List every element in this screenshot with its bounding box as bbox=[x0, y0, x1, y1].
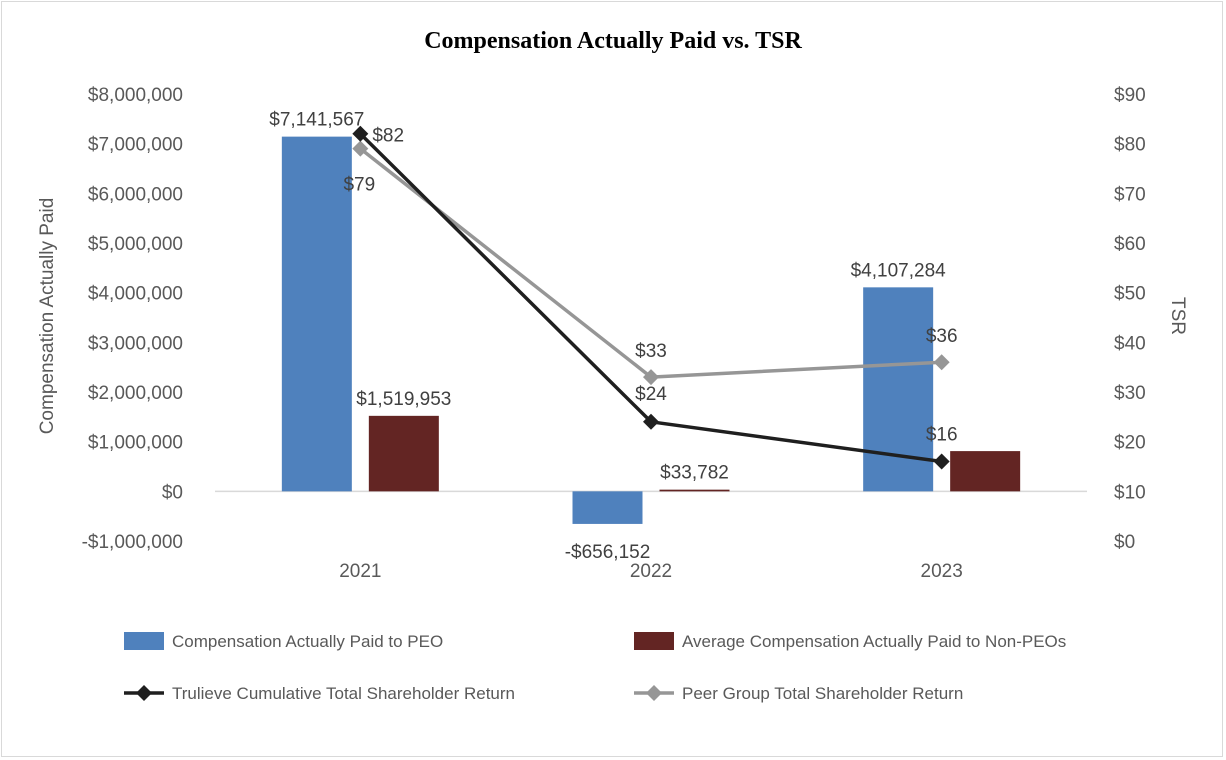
peer-marker-2023 bbox=[933, 354, 950, 371]
legend-swatch bbox=[124, 632, 164, 650]
legend-item-peer-tsr: Peer Group Total Shareholder Return bbox=[634, 684, 963, 703]
lines-group bbox=[352, 125, 950, 470]
legend: Compensation Actually Paid to PEO Average… bbox=[124, 632, 1066, 703]
legend-swatch bbox=[634, 632, 674, 650]
legend-label: Average Compensation Actually Paid to No… bbox=[682, 632, 1066, 651]
y-axis-left: -$1,000,000 $0 $1,000,000 $2,000,000 $3,000,… bbox=[82, 85, 183, 553]
y-tick-label: $2,000,000 bbox=[88, 383, 183, 404]
bar-data-label: $4,107,284 bbox=[851, 260, 947, 281]
bar-peo-2022 bbox=[572, 491, 643, 524]
legend-item-peo: Compensation Actually Paid to PEO bbox=[124, 632, 443, 651]
y-tick-label: $8,000,000 bbox=[88, 85, 183, 106]
bar-data-label: $1,519,953 bbox=[356, 389, 451, 410]
chart-title: Compensation Actually Paid vs. TSR bbox=[424, 28, 802, 54]
line-data-label: $82 bbox=[372, 126, 404, 147]
y-tick-label: -$1,000,000 bbox=[82, 532, 183, 553]
line-data-label: $36 bbox=[926, 326, 958, 347]
legend-marker bbox=[136, 685, 152, 701]
line-data-label: $79 bbox=[343, 175, 375, 196]
line-data-label: $33 bbox=[635, 341, 667, 362]
bar-non-peo-2023 bbox=[950, 451, 1021, 492]
x-axis: 2021 2022 2023 bbox=[339, 561, 963, 582]
peer-marker-2021 bbox=[352, 140, 369, 157]
y-axis-title: Compensation Actually Paid bbox=[37, 198, 58, 435]
bars-group bbox=[281, 136, 1021, 524]
x-tick-label: 2022 bbox=[630, 561, 672, 582]
legend-marker bbox=[646, 685, 662, 701]
y-tick-label: $0 bbox=[162, 482, 183, 503]
y-axis-right: $0 $10 $20 $30 $40 $50 $60 $70 $80 $90 bbox=[1114, 85, 1146, 553]
legend-item-non-peo: Average Compensation Actually Paid to No… bbox=[634, 632, 1066, 651]
y2-tick-label: $40 bbox=[1114, 333, 1146, 354]
x-tick-label: 2021 bbox=[339, 561, 381, 582]
bar-data-label: -$656,152 bbox=[565, 542, 651, 563]
y-tick-label: $7,000,000 bbox=[88, 135, 183, 156]
bar-peo-2023 bbox=[863, 287, 934, 492]
y2-tick-label: $0 bbox=[1114, 532, 1135, 553]
line-data-label: $16 bbox=[926, 425, 958, 446]
y2-tick-label: $10 bbox=[1114, 482, 1146, 503]
y-tick-label: $4,000,000 bbox=[88, 284, 183, 305]
y2-tick-label: $60 bbox=[1114, 234, 1146, 255]
y-tick-label: $1,000,000 bbox=[88, 433, 183, 454]
bar-data-label: $33,782 bbox=[660, 463, 729, 484]
y-tick-label: $6,000,000 bbox=[88, 184, 183, 205]
trulieve-tsr-line bbox=[359, 132, 942, 464]
y2-tick-label: $90 bbox=[1114, 85, 1146, 106]
y2-tick-label: $50 bbox=[1114, 284, 1146, 305]
bar-non-peo-2021 bbox=[368, 415, 439, 492]
trulieve-marker-2023 bbox=[933, 453, 950, 470]
data-labels-group: $7,141,567 -$656,152 $4,107,284 $1,519,953 $… bbox=[269, 110, 957, 563]
peer-marker-2022 bbox=[643, 369, 659, 386]
y2-tick-label: $70 bbox=[1114, 184, 1146, 205]
y2-tick-label: $80 bbox=[1114, 135, 1146, 156]
y2-tick-label: $20 bbox=[1114, 433, 1146, 454]
line-data-label: $24 bbox=[635, 384, 667, 405]
y-tick-label: $3,000,000 bbox=[88, 333, 183, 354]
trulieve-marker-2021 bbox=[352, 125, 369, 142]
y2-axis-title: TSR bbox=[1167, 297, 1188, 335]
y2-tick-label: $30 bbox=[1114, 383, 1146, 404]
legend-item-trulieve-tsr: Trulieve Cumulative Total Shareholder Re… bbox=[124, 684, 515, 703]
trulieve-marker-2022 bbox=[643, 413, 659, 430]
legend-label: Peer Group Total Shareholder Return bbox=[682, 684, 963, 703]
x-tick-label: 2023 bbox=[921, 561, 963, 582]
legend-label: Trulieve Cumulative Total Shareholder Re… bbox=[172, 684, 515, 703]
bar-non-peo-2022 bbox=[659, 489, 730, 492]
bar-data-label: $7,141,567 bbox=[269, 110, 364, 131]
bar-peo-2021 bbox=[281, 136, 352, 492]
legend-label: Compensation Actually Paid to PEO bbox=[172, 632, 443, 651]
y-tick-label: $5,000,000 bbox=[88, 234, 183, 255]
